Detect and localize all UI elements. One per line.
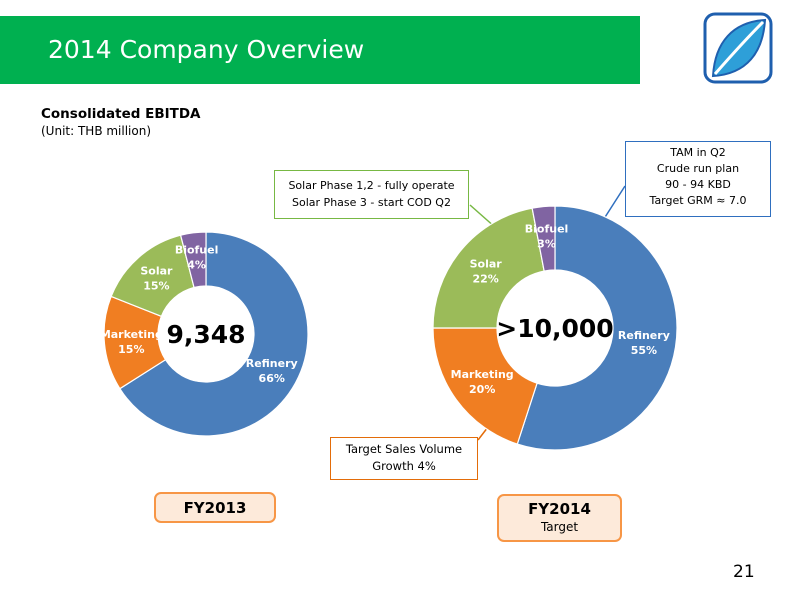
slice-biofuel [531, 205, 556, 272]
slice-name-label: Refinery [246, 357, 298, 370]
slice-name-label: Solar [470, 258, 503, 271]
slice-marketing [432, 327, 538, 445]
slice-name-label: Biofuel [175, 244, 219, 257]
solar-callout-line: Solar Phase 1,2 - fully operate [288, 179, 455, 192]
refinery-callout: TAM in Q2 Crude run plan 90 - 94 KBD Tar… [625, 141, 771, 217]
refinery-callout-line: TAM in Q2 [670, 146, 726, 159]
slice-value-label: 3% [537, 237, 556, 250]
page-number: 21 [733, 562, 755, 582]
slice-name-label: Solar [140, 265, 173, 278]
slice-refinery [516, 205, 678, 451]
slice-name-label: Marketing [100, 328, 163, 341]
refinery-callout-line: Crude run plan [656, 162, 740, 175]
marketing-callout: Target Sales Volume Growth 4% [330, 437, 478, 480]
marketing-callout-line: Growth 4% [372, 459, 436, 473]
fy2014-sublabel: Target [540, 520, 579, 534]
center-total-label: >10,000 [496, 314, 613, 343]
solar-callout-line: Solar Phase 3 - start COD Q2 [292, 196, 451, 209]
fy2013-label: FY2013 [183, 499, 247, 517]
slice-solar [432, 207, 545, 329]
unit-label: (Unit: THB million) [41, 124, 152, 138]
slice-name-label: Marketing [451, 368, 514, 381]
slice-value-label: 55% [631, 344, 657, 357]
fy2014-donut: Refinery 55% Marketing 20% Solar 22% Biofuel 3%… [432, 205, 678, 451]
slice-name-label: Biofuel [525, 222, 569, 235]
center-total-label: 9,348 [166, 320, 245, 349]
slice-value-label: 66% [259, 372, 285, 385]
solar-callout: Solar Phase 1,2 - fully operate Solar Ph… [274, 170, 469, 219]
fy2014-label: FY2014 [528, 500, 591, 518]
chart-heading: Consolidated EBITDA [41, 106, 201, 122]
refinery-callout-line: Target GRM ≈ 7.0 [649, 194, 747, 207]
fy2013-label-box: FY2013 [154, 492, 276, 523]
slice-refinery [119, 231, 309, 437]
leaf-logo-icon [703, 12, 773, 84]
slice-value-label: 20% [469, 383, 495, 396]
slice-name-label: Refinery [618, 329, 670, 342]
slice-value-label: 15% [118, 343, 144, 356]
page-title: 2014 Company Overview [48, 35, 365, 64]
slice-value-label: 22% [472, 273, 498, 286]
title-bar [0, 16, 640, 84]
refinery-callout-line: 90 - 94 KBD [665, 178, 731, 191]
slice-biofuel [179, 231, 207, 289]
slice-value-label: 4% [187, 259, 206, 272]
slice-value-label: 15% [143, 280, 169, 293]
marketing-callout-line: Target Sales Volume [345, 442, 463, 456]
fy2013-donut: Refinery 66% Marketing 15% Solar 15% Biofuel 4%… [100, 231, 309, 437]
fy2014-label-box: FY2014 Target [497, 494, 622, 542]
